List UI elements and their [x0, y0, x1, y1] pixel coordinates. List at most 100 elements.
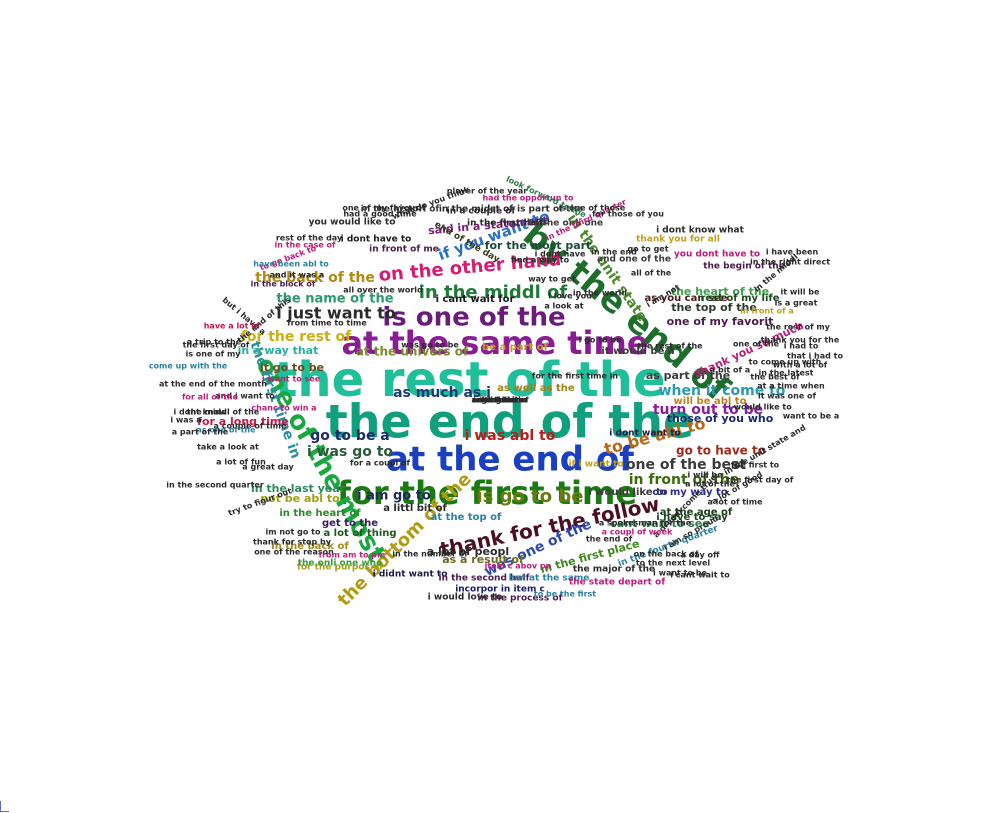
cloud-word: i dont have — [535, 250, 586, 259]
cloud-word: to the next level — [636, 559, 711, 568]
cloud-word: rest of my life — [700, 293, 779, 304]
cloud-word: a lot of fun — [216, 458, 266, 467]
cloud-word: in the mean — [473, 396, 527, 405]
cloud-word: go to have to — [676, 444, 766, 458]
cloud-word: thank you for all — [636, 235, 720, 245]
cloud-word: thank you for the — [761, 336, 840, 345]
cloud-word: the state depart of — [569, 578, 665, 588]
cloud-word: the rest of my — [766, 323, 831, 332]
cloud-word: in the second quarter — [166, 481, 264, 490]
cloud-word: was go to be — [401, 341, 459, 350]
cloud-word: for the purpos of — [297, 563, 383, 573]
cloud-word: be the onli one — [527, 219, 603, 229]
cloud-word: along with — [476, 396, 524, 405]
cloud-word: and one of the — [597, 255, 671, 265]
cloud-word: is one of the — [382, 303, 565, 333]
cloud-word: if i want to — [568, 460, 623, 470]
cloud-word: in the u — [483, 396, 518, 405]
cloud-word: find a way to — [511, 256, 570, 265]
cloud-word: it will be — [781, 288, 820, 297]
cloud-word: have a lot of — [204, 322, 261, 331]
cloud-word: as part of the — [646, 369, 730, 382]
cloud-word: a day off — [680, 551, 720, 560]
cloud-word: incorpor in item c — [455, 585, 545, 595]
cloud-word: on my way to — [652, 487, 727, 498]
cloud-word: those of you who — [667, 412, 774, 425]
cloud-word: i would love to — [428, 593, 503, 603]
cloud-word: i am sure — [479, 396, 521, 405]
cloud-word: in a couple of — [447, 207, 516, 217]
cloud-word: player of the year — [447, 187, 528, 196]
cloud-word: a lot of thing — [323, 528, 396, 539]
cloud-word: it would be a — [601, 346, 674, 357]
cloud-word: at a time when — [757, 382, 825, 391]
cloud-word: one of these — [472, 396, 529, 405]
cloud-word: i want to see — [262, 375, 321, 384]
cloud-word: and it was a — [270, 271, 325, 280]
cloud-word: go to get — [627, 245, 668, 254]
cloud-word: at the end of — [386, 440, 635, 480]
cloud-word: the begin of the — [703, 262, 785, 272]
cloud-word: a lot of peopl — [427, 545, 509, 558]
cloud-word: one of my favorit — [667, 315, 774, 328]
cloud-word: in the histori of — [361, 205, 440, 215]
cloud-word: the first to — [731, 461, 780, 470]
cloud-word: for the rest of — [241, 329, 352, 345]
cloud-word: as one of the — [196, 426, 256, 435]
cloud-word: for the first time — [337, 474, 637, 512]
cloud-word: one of the best — [626, 457, 746, 473]
cloud-word: in the last year — [251, 482, 346, 495]
cloud-word: the middl of the — [187, 408, 260, 417]
cloud-word: in the block of — [251, 280, 316, 289]
cloud-word: at the end of the month — [159, 380, 267, 389]
cloud-word: a bit of a — [710, 366, 750, 375]
cloud-word: a part of the — [172, 428, 229, 437]
cloud-word: the heart of the — [671, 285, 769, 298]
cloud-word: a member of — [471, 396, 529, 405]
cloud-word: it go to be — [260, 361, 324, 374]
cloud-word: on the back of — [634, 550, 699, 559]
cloud-word: for the first time in — [532, 372, 619, 381]
cloud-word: in the first half — [467, 219, 543, 229]
cloud-word: but at the same — [509, 574, 590, 584]
cloud-word: for those of you — [592, 210, 664, 219]
cloud-word: for a coupl of — [350, 459, 411, 468]
cloud-word: you would like to — [309, 218, 396, 228]
cloud-word: take a look at — [197, 443, 259, 452]
cloud-word: the rest of the — [274, 352, 665, 408]
cloud-word: i didnt want to — [373, 570, 448, 580]
cloud-word: in the second half — [438, 574, 529, 584]
cloud-word: i was go to — [307, 444, 393, 460]
cloud-word: im not go to — [266, 528, 321, 537]
cloud-word: the back of the — [255, 270, 375, 286]
cloud-word: i would like to — [588, 487, 667, 498]
cloud-word: in the process of — [477, 594, 562, 604]
cloud-word: i dont have to — [341, 235, 412, 245]
cloud-word: i love you — [548, 292, 592, 301]
cloud-word: is one of my — [185, 350, 241, 359]
cloud-word: in the right direct — [750, 258, 830, 267]
cloud-word: in the number of — [392, 550, 468, 559]
cloud-word: want to be a — [783, 412, 840, 421]
cloud-word: a littl bit of — [383, 503, 447, 514]
cloud-word: the onli one who — [298, 559, 383, 569]
cloud-word: is go to be — [477, 486, 584, 507]
cloud-word: in the world — [573, 289, 628, 298]
cloud-word: the top of the — [671, 301, 757, 314]
cloud-word: go to be a — [310, 428, 390, 444]
cloud-word: go to be — [481, 396, 519, 405]
cloud-word: the rest of the — [637, 342, 703, 351]
cloud-word: i have to say — [656, 512, 728, 523]
cloud-word: chanc to win a — [251, 404, 316, 413]
cloud-word: i go to be — [579, 336, 622, 345]
cloud-word: a couple of time — [214, 422, 287, 431]
cloud-word: is part of the — [517, 205, 583, 215]
cloud-word: in the back of — [271, 541, 349, 552]
cloud-word: come up with the — [149, 362, 228, 371]
cloud-word: to come up with — [749, 358, 822, 367]
cloud-word: be a part of — [482, 342, 549, 353]
cloud-word: i will be — [687, 471, 723, 480]
cloud-word: in the end — [591, 248, 637, 257]
cloud-word: when it come to — [659, 383, 786, 399]
